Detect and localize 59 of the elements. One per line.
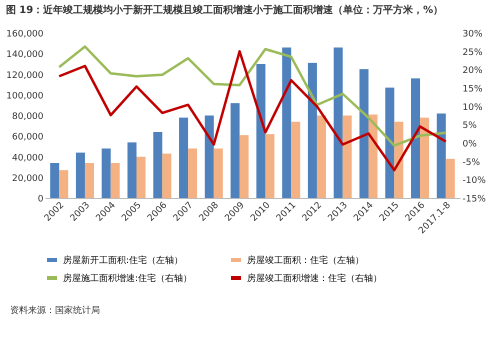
y2-tick-label: 25% <box>462 48 483 58</box>
legend-label: 房屋施工面积增速:住宅（右轴） <box>63 273 192 284</box>
y2-tick-label: 10% <box>462 102 483 113</box>
bar <box>359 69 368 198</box>
bar <box>153 132 162 198</box>
bar <box>368 114 378 198</box>
y-tick-label: 80,000 <box>12 112 44 122</box>
bar <box>188 148 198 198</box>
legend-label: 房屋竣工面积：住宅（左轴） <box>247 255 364 266</box>
bar <box>291 122 300 198</box>
bar <box>110 162 120 198</box>
bar <box>136 156 146 198</box>
y-tick-label: 120,000 <box>6 70 44 81</box>
bar <box>214 148 223 198</box>
bar <box>76 152 85 198</box>
legend-label: 房屋新开工面积:住宅（左轴） <box>63 255 184 266</box>
y2-tick-label: 5% <box>462 121 478 132</box>
bar <box>204 116 214 198</box>
y2-tick-label: -10% <box>462 176 486 186</box>
y2-tick-label: 15% <box>462 84 483 94</box>
y2-tick-label: 30% <box>462 30 483 40</box>
bar <box>256 64 266 198</box>
bar <box>84 162 94 198</box>
bar <box>342 116 352 198</box>
y2-tick-label: 0% <box>462 140 478 150</box>
bar <box>265 134 274 198</box>
y-tick-label: 100,000 <box>6 91 44 102</box>
bar <box>446 158 455 198</box>
bar <box>230 103 240 198</box>
y2-tick-label: -5% <box>462 158 480 168</box>
y-tick-label: 0 <box>38 194 44 204</box>
bar <box>420 118 430 198</box>
bar <box>282 47 292 198</box>
bar <box>127 142 137 198</box>
legend-label: 房屋竣工面积增速：住宅（右轴） <box>247 273 382 284</box>
chart-title: 图 19：近年竣工规模均小于新开工规模且竣工面积增速小于施工面积增速（单位：万平方米，%） <box>6 4 444 16</box>
bar <box>59 170 68 198</box>
bar <box>162 154 172 198</box>
y-tick-label: 160,000 <box>6 30 44 40</box>
bar <box>334 47 343 198</box>
bar <box>240 135 249 198</box>
bar <box>316 116 326 198</box>
text: 资料来源：国家统计局 <box>10 304 101 317</box>
y2-tick-label: -15% <box>462 194 486 204</box>
y2-tick-label: 20% <box>462 66 483 76</box>
y-tick-label: 140,000 <box>6 50 44 60</box>
y-tick-label: 20,000 <box>12 174 44 184</box>
bar <box>385 88 394 198</box>
bar <box>308 62 317 198</box>
bar <box>179 118 188 198</box>
bar <box>411 78 420 198</box>
y-tick-label: 60,000 <box>12 132 44 143</box>
bar <box>50 162 60 198</box>
bar <box>436 113 446 198</box>
bar <box>102 148 111 198</box>
line-series <box>58 50 448 172</box>
bar <box>394 122 404 198</box>
y-tick-label: 40,000 <box>12 153 44 164</box>
line-series <box>58 45 448 147</box>
